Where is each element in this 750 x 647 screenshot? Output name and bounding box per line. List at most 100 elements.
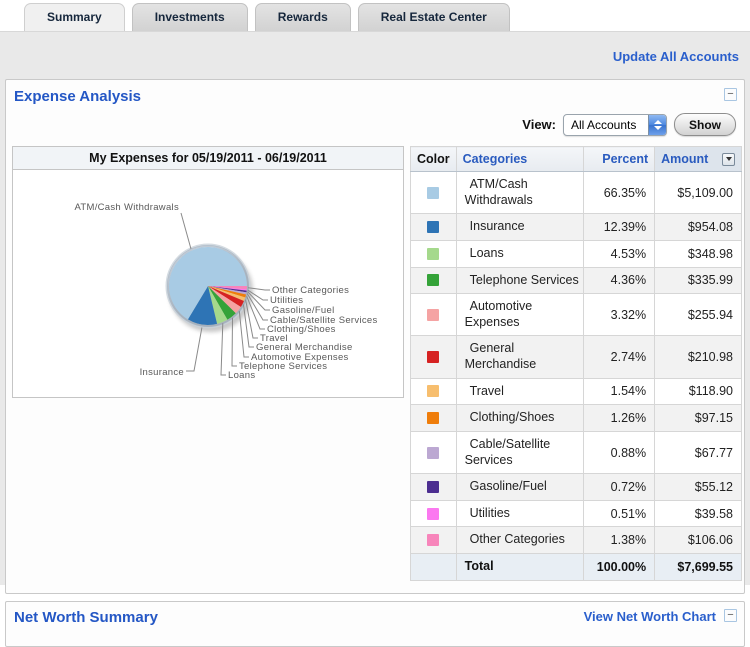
pie-label: Cable/Satellite Services: [270, 315, 378, 326]
view-net-worth-chart-link[interactable]: View Net Worth Chart: [583, 608, 716, 624]
expense-analysis-title: Expense Analysis: [14, 88, 142, 105]
pie-chart-title: My Expenses for 05/19/2011 - 06/19/2011: [13, 147, 403, 170]
pie-label: Travel: [260, 333, 288, 344]
collapse-net-worth-icon[interactable]: −: [724, 608, 737, 622]
color-cell: [410, 499, 457, 528]
table-row: Other Categories 1.38% $106.06: [410, 526, 742, 554]
percent-cell: 66.35%: [582, 170, 656, 215]
color-swatch: [427, 221, 440, 234]
pie-label: Telephone Services: [239, 361, 327, 372]
percent-cell: 2.74%: [582, 335, 656, 379]
color-cell: [410, 239, 457, 268]
total-amount: $7,699.55: [654, 553, 742, 581]
color-swatch: [427, 480, 440, 493]
category-cell: General Merchandise: [455, 335, 584, 379]
column-header-color: Color: [410, 146, 457, 172]
main-content: Update All Accounts Expense Analysis − V…: [0, 31, 750, 647]
table-row: General Merchandise 2.74% $210.98: [410, 335, 742, 379]
percent-cell: 0.88%: [582, 430, 656, 475]
table-row: ATM/Cash Withdrawals 66.35% $5,109.00: [410, 170, 742, 215]
pie-chart-svg: Other CategoriesUtilitiesGasoline/FuelCa…: [74, 202, 378, 381]
tab-real-estate-center[interactable]: Real Estate Center: [357, 3, 510, 31]
show-button[interactable]: Show: [674, 113, 736, 136]
color-swatch: [427, 274, 440, 287]
amount-cell: $97.15: [654, 404, 742, 432]
amount-cell: $5,109.00: [654, 170, 742, 215]
account-select[interactable]: All Accounts: [563, 113, 667, 136]
table-row: Clothing/Shoes 1.26% $97.15: [410, 404, 742, 432]
collapse-expense-icon[interactable]: −: [724, 88, 737, 101]
category-cell: Automotive Expenses: [455, 293, 584, 337]
pie-label: General Merchandise: [256, 342, 353, 353]
table-row: Insurance 12.39% $954.08: [410, 213, 742, 241]
color-cell: [410, 335, 457, 379]
table-row: Utilities 0.51% $39.58: [410, 499, 742, 528]
expense-category-table: Color Categories Percent Amount ATM/Cash…: [410, 146, 742, 581]
tab-summary[interactable]: Summary: [24, 3, 125, 31]
color-cell: [410, 430, 457, 475]
percent-cell: 4.36%: [582, 266, 656, 295]
table-row: Automotive Expenses 3.32% $255.94: [410, 293, 742, 337]
category-cell: Other Categories: [455, 526, 584, 554]
color-cell: [410, 293, 457, 337]
pie-label: Gasoline/Fuel: [272, 305, 335, 316]
pie-label: Clothing/Shoes: [267, 324, 336, 335]
select-stepper-icon: [648, 114, 666, 135]
percent-cell: 1.38%: [582, 526, 656, 554]
category-cell: Clothing/Shoes: [455, 404, 584, 432]
category-cell: Gasoline/Fuel: [455, 473, 584, 501]
color-cell: [410, 526, 457, 554]
color-swatch: [427, 385, 440, 398]
category-cell: Loans: [455, 239, 584, 268]
amount-cell: $67.77: [654, 430, 742, 475]
net-worth-panel: Net Worth Summary View Net Worth Chart −: [5, 600, 745, 647]
category-cell: Travel: [455, 377, 584, 406]
color-swatch: [427, 247, 440, 260]
table-total-row: Total 100.00% $7,699.55: [410, 553, 742, 581]
category-cell: Utilities: [455, 499, 584, 528]
pie-label: Automotive Expenses: [251, 352, 349, 363]
category-cell: Telephone Services: [455, 266, 584, 295]
amount-cell: $106.06: [654, 526, 742, 554]
color-cell: [410, 377, 457, 406]
category-cell: Insurance: [455, 213, 584, 241]
percent-cell: 0.51%: [582, 499, 656, 528]
tab-bar: Summary Investments Rewards Real Estate …: [0, 0, 750, 31]
view-label: View:: [522, 117, 556, 132]
percent-cell: 12.39%: [582, 213, 656, 241]
net-worth-title: Net Worth Summary: [14, 608, 158, 626]
amount-cell: $118.90: [654, 377, 742, 406]
amount-cell: $55.12: [654, 473, 742, 501]
color-swatch: [427, 351, 440, 363]
total-percent: 100.00%: [582, 553, 656, 581]
color-swatch: [427, 534, 440, 547]
amount-cell: $39.58: [654, 499, 742, 528]
percent-cell: 0.72%: [582, 473, 656, 501]
update-all-accounts-link[interactable]: Update All Accounts: [612, 48, 739, 64]
table-row: Cable/Satellite Services 0.88% $67.77: [410, 430, 742, 475]
amount-cell: $954.08: [654, 213, 742, 241]
color-swatch: [427, 308, 440, 321]
color-cell: [410, 404, 457, 432]
pie-label: ATM/Cash Withdrawals: [74, 202, 179, 213]
pie-label: Utilities: [270, 295, 303, 306]
account-select-value: All Accounts: [571, 117, 637, 132]
total-label: Total: [455, 553, 584, 581]
amount-cell: $335.99: [654, 266, 742, 295]
table-row: Loans 4.53% $348.98: [410, 239, 742, 268]
expense-pie-chart: Other Categories Utilities Gasoline/Fuel Ca…: [13, 170, 403, 397]
pie-label: Insurance: [140, 367, 184, 378]
amount-sort-icon[interactable]: [722, 152, 735, 166]
amount-cell: $255.94: [654, 293, 742, 337]
column-header-percent[interactable]: Percent: [582, 146, 656, 172]
pie-label: Other Categories: [272, 285, 349, 296]
color-cell: [410, 213, 457, 241]
tab-rewards[interactable]: Rewards: [254, 3, 351, 31]
expense-analysis-panel: Expense Analysis − View: All Accounts Sh…: [5, 79, 745, 594]
column-header-categories[interactable]: Categories: [455, 146, 584, 172]
color-swatch: [427, 507, 440, 520]
column-header-amount[interactable]: Amount: [654, 146, 742, 172]
amount-cell: $210.98: [654, 335, 742, 379]
color-cell: [410, 170, 457, 215]
tab-investments[interactable]: Investments: [131, 3, 248, 31]
